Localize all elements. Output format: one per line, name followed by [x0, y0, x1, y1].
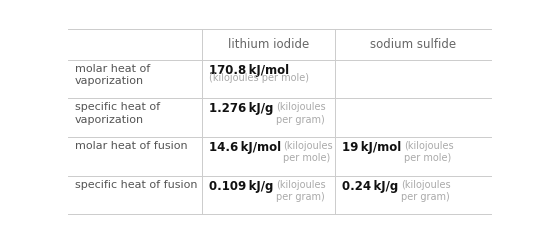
Text: (kilojoules per mole): (kilojoules per mole)	[209, 73, 309, 82]
Text: specific heat of
vaporization: specific heat of vaporization	[75, 102, 160, 125]
Text: molar heat of fusion: molar heat of fusion	[75, 141, 187, 151]
Text: (kilojoules
per gram): (kilojoules per gram)	[401, 180, 450, 202]
Text: (kilojoules
per mole): (kilojoules per mole)	[404, 141, 453, 163]
Text: (kilojoules
per gram): (kilojoules per gram)	[276, 102, 325, 125]
Text: (kilojoules
per gram): (kilojoules per gram)	[276, 180, 325, 202]
Text: 170.8 kJ/mol: 170.8 kJ/mol	[209, 64, 289, 77]
Text: 0.24 kJ/g: 0.24 kJ/g	[342, 180, 399, 193]
Text: sodium sulfide: sodium sulfide	[370, 38, 456, 51]
Text: 1.276 kJ/g: 1.276 kJ/g	[209, 102, 274, 115]
Text: molar heat of
vaporization: molar heat of vaporization	[75, 64, 150, 87]
Text: 14.6 kJ/mol: 14.6 kJ/mol	[209, 141, 281, 154]
Text: (kilojoules
per mole): (kilojoules per mole)	[283, 141, 333, 163]
Text: lithium iodide: lithium iodide	[228, 38, 309, 51]
Text: 19 kJ/mol: 19 kJ/mol	[342, 141, 402, 154]
Text: 0.109 kJ/g: 0.109 kJ/g	[209, 180, 274, 193]
Text: specific heat of fusion: specific heat of fusion	[75, 180, 197, 190]
